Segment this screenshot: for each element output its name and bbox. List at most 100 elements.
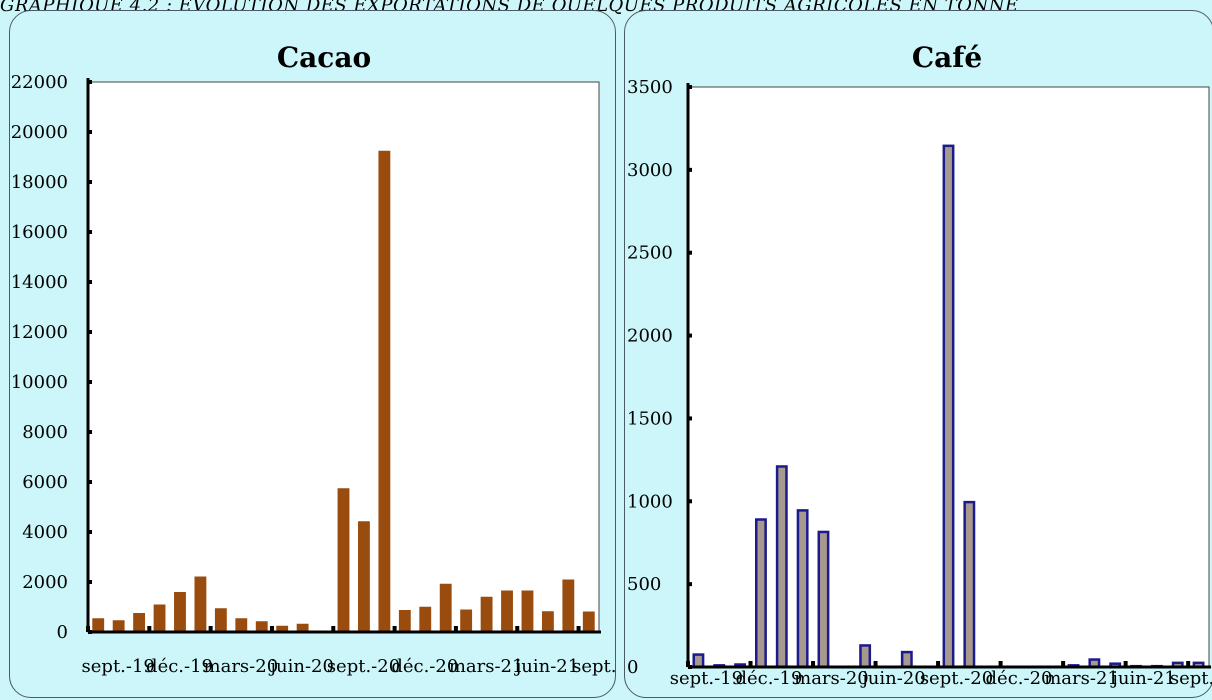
y-tick-mark <box>88 380 92 384</box>
y-tick-label: 10000 <box>11 372 68 393</box>
bar-mars-20 <box>817 530 830 669</box>
x-tick-mark <box>748 661 753 667</box>
x-tick-mark <box>998 661 1003 667</box>
x-tick-label: sept.-21 <box>572 656 615 677</box>
y-tick-label: 16000 <box>11 222 68 243</box>
y-tick-label: 0 <box>57 622 68 643</box>
y-tick-mark <box>688 333 692 338</box>
x-tick-mark <box>873 661 878 667</box>
x-tick-label: déc.-20 <box>986 668 1053 689</box>
bar-févr.-20 <box>796 509 809 669</box>
y-tick-mark <box>688 167 692 172</box>
y-tick-mark <box>688 250 692 255</box>
y-tick-mark <box>88 580 92 584</box>
chart-panel-cacao: Cacao 0 2000 4000 6000 8000 10000 12000 14000 160… <box>9 10 616 698</box>
bar-mars-20 <box>214 608 227 632</box>
x-tick-label: sept.-20 <box>327 656 400 677</box>
bar-juil.-21 <box>541 611 554 632</box>
bar-janv.-20 <box>174 592 186 632</box>
y-tick-mark <box>88 80 92 84</box>
x-tick-label: sept.-19 <box>82 656 155 677</box>
y-tick-label: 3500 <box>627 77 673 98</box>
y-tick-mark <box>688 85 692 89</box>
bar-sept.-20 <box>942 144 955 669</box>
y-tick-mark <box>88 130 92 134</box>
x-tick-mark <box>515 626 520 632</box>
chart-cafe: Café 0 500 1000 1500 2000 2500 3000 3500 sept.-19… <box>627 41 1212 689</box>
y-tick-label: 500 <box>627 574 661 595</box>
y-tick-label: 2500 <box>627 243 673 264</box>
bar-nov.-20 <box>378 150 391 632</box>
x-tick-mark <box>269 626 274 632</box>
y-tick-mark <box>88 530 92 534</box>
x-tick-mark <box>936 661 941 667</box>
x-tick-label: sept.-19 <box>670 668 743 689</box>
x-tick-label: sept.-20 <box>920 668 993 689</box>
x-tick-label: déc.-20 <box>391 656 458 677</box>
bar-avr.-20 <box>235 618 248 632</box>
x-tick-mark <box>147 626 152 632</box>
chart-title: Cacao <box>277 41 371 74</box>
chart-panel-cafe: Café 0 500 1000 1500 2000 2500 3000 3500 sept.-19… <box>624 10 1212 698</box>
bar-juin-21 <box>521 590 534 632</box>
x-tick-mark <box>392 626 397 632</box>
bar-août-21 <box>562 579 575 632</box>
x-tick-mark <box>811 661 816 667</box>
y-tick-label: 22000 <box>11 72 68 93</box>
bar-déc.-19 <box>755 518 767 669</box>
y-tick-mark <box>88 230 92 234</box>
y-tick-mark <box>88 280 92 284</box>
x-tick-mark <box>576 626 581 632</box>
x-tick-label: juin-21 <box>1110 668 1176 689</box>
y-tick-label: 20000 <box>11 122 68 143</box>
bar-sept.-20 <box>337 488 350 632</box>
x-tick-label: mars-20 <box>204 656 279 677</box>
bar-juil.-20 <box>296 623 309 632</box>
bar-janv.-20 <box>775 465 788 669</box>
y-tick-label: 1000 <box>627 491 673 512</box>
x-tick-mark <box>1186 661 1191 667</box>
x-tick-mark <box>86 626 90 632</box>
x-tick-label: mars-20 <box>794 668 869 689</box>
y-tick-label: 6000 <box>22 472 68 493</box>
x-tick-mark <box>686 661 690 667</box>
bar-févr.-21 <box>439 583 452 632</box>
chart-cacao: Cacao 0 2000 4000 6000 8000 10000 12000 14000 160… <box>11 41 615 677</box>
bar-mai-21 <box>501 590 513 632</box>
bar-mai-20 <box>859 644 872 669</box>
y-tick-label: 0 <box>627 657 638 678</box>
x-tick-label: juin-20 <box>860 668 926 689</box>
x-tick-mark <box>1061 661 1066 667</box>
y-tick-mark <box>88 480 92 484</box>
y-tick-label: 4000 <box>22 522 68 543</box>
bar-janv.-21 <box>419 606 432 632</box>
y-tick-label: 8000 <box>22 422 68 443</box>
y-tick-label: 12000 <box>11 322 68 343</box>
x-tick-label: juin-21 <box>514 656 580 677</box>
x-tick-label: déc.-19 <box>146 656 213 677</box>
bar-sept.-21 <box>582 611 595 632</box>
y-tick-mark <box>688 499 692 504</box>
x-tick-label: déc.-19 <box>735 668 802 689</box>
y-tick-label: 2000 <box>22 572 68 593</box>
bar-oct.-19 <box>112 620 125 632</box>
x-tick-label: sept.-21 <box>1170 668 1212 689</box>
bar-févr.-20 <box>194 576 207 632</box>
y-tick-mark <box>88 430 92 434</box>
y-tick-label: 14000 <box>11 272 68 293</box>
bar-mai-20 <box>255 621 268 632</box>
bar-oct.-20 <box>358 521 370 632</box>
x-tick-label: mars-21 <box>449 656 524 677</box>
x-tick-mark <box>1123 661 1128 667</box>
bar-juin-20 <box>276 625 289 632</box>
x-tick-label: mars-21 <box>1044 668 1119 689</box>
bar-avr.-21 <box>480 596 493 632</box>
y-tick-mark <box>688 582 692 587</box>
bar-nov.-19 <box>133 613 146 632</box>
y-tick-mark <box>688 416 692 421</box>
bar-sept.-19 <box>92 618 105 632</box>
y-tick-label: 18000 <box>11 172 68 193</box>
y-tick-mark <box>88 180 92 184</box>
bar-mars-21 <box>460 609 473 632</box>
x-tick-mark <box>331 626 336 632</box>
